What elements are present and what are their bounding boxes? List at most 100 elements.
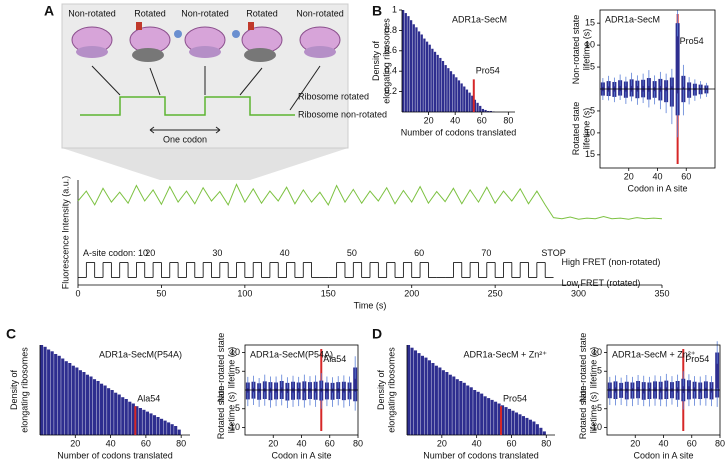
bar xyxy=(425,41,429,113)
y-axis-label: Density ofelongating ribosomes xyxy=(9,347,29,433)
panel-label: D xyxy=(372,326,382,342)
y-tick-label: 5 xyxy=(597,366,602,376)
bar xyxy=(518,414,522,435)
bar xyxy=(460,83,463,112)
bar xyxy=(431,48,434,112)
codon-label: 70 xyxy=(481,248,491,258)
y-axis-label: Rotated statelifetime (s) xyxy=(571,102,591,156)
bar xyxy=(152,415,157,435)
bar xyxy=(452,74,455,112)
bar xyxy=(413,350,418,435)
y-tick-label: 0.6 xyxy=(384,45,397,55)
bar xyxy=(462,382,466,435)
codon-label: A-site codon: 10 xyxy=(83,248,148,258)
highlight-label: Pro54 xyxy=(680,36,704,46)
bar xyxy=(57,355,61,435)
y-axis-label: Non-rotated statelifetime (s) xyxy=(571,15,591,85)
y-tick-label: 10 xyxy=(230,347,240,357)
bar xyxy=(71,365,75,435)
x-tick-label: 20 xyxy=(70,438,80,448)
bar xyxy=(434,365,438,435)
bar xyxy=(100,383,104,435)
bar xyxy=(47,349,51,435)
bar xyxy=(124,399,128,435)
bar xyxy=(473,390,477,435)
bar xyxy=(427,360,431,435)
bar xyxy=(131,403,135,435)
bar xyxy=(89,376,93,435)
bar xyxy=(465,89,469,112)
highlight-label: Pro54 xyxy=(476,66,500,76)
bar xyxy=(532,421,536,435)
bar xyxy=(138,408,142,435)
bar xyxy=(82,372,86,435)
diagram: Non-rotated Rotated Non-rotated Rotated … xyxy=(68,8,387,144)
bar xyxy=(473,99,477,112)
trace xyxy=(77,183,663,220)
bar xyxy=(487,398,491,435)
x-tick-label: 40 xyxy=(450,115,460,125)
bar xyxy=(483,396,487,435)
x-axis-label: Codon in A site xyxy=(627,183,687,193)
codon-label: 30 xyxy=(212,248,222,258)
bar xyxy=(117,394,121,435)
highlight-label: Pro54 xyxy=(503,393,527,403)
x-tick-label: 40 xyxy=(652,171,662,181)
state-label: Rotated xyxy=(134,8,166,18)
bar xyxy=(167,422,171,435)
bar xyxy=(539,427,543,435)
bar xyxy=(436,54,439,112)
bar xyxy=(412,24,415,113)
x-tick-label: 60 xyxy=(681,171,691,181)
bar xyxy=(455,379,459,435)
bar xyxy=(107,388,111,435)
level-label: Ribosome rotated xyxy=(298,91,369,101)
x-tick-label: 60 xyxy=(506,438,516,448)
bar xyxy=(177,429,181,435)
x-tick-label: 60 xyxy=(325,438,335,448)
bar xyxy=(40,345,44,435)
bar xyxy=(542,431,546,435)
bar xyxy=(68,363,72,435)
bar xyxy=(476,102,479,112)
codon-label: One codon xyxy=(163,134,207,144)
bar xyxy=(471,95,474,112)
bar xyxy=(149,413,153,435)
y-tick-label: 15 xyxy=(585,18,595,28)
bar xyxy=(497,403,501,435)
bar xyxy=(96,381,100,435)
highlight-label: Ala54 xyxy=(323,354,346,364)
bar xyxy=(61,358,65,435)
bar xyxy=(163,420,167,435)
x-tick-label: 80 xyxy=(353,438,363,448)
bar xyxy=(479,105,482,112)
y-tick-label: 1 xyxy=(392,4,397,14)
bar xyxy=(415,27,418,113)
bar xyxy=(114,392,118,435)
y-tick-label: 10 xyxy=(585,127,595,137)
bar xyxy=(521,416,525,435)
x-tick-label: 150 xyxy=(321,288,336,298)
x-tick-label: 80 xyxy=(503,115,513,125)
bar xyxy=(420,34,423,113)
x-axis-label: Time (s) xyxy=(354,300,387,310)
chart-title: ADR1a-SecM(P54A) xyxy=(99,349,182,359)
bar xyxy=(43,346,47,435)
state-waveform xyxy=(80,96,295,116)
chart-title: ADR1a-SecM + Zn²⁺ xyxy=(463,349,547,359)
bar xyxy=(490,399,494,435)
x-tick-label: 40 xyxy=(106,438,116,448)
bar xyxy=(439,57,442,112)
bar xyxy=(528,419,532,435)
x-tick-label: 80 xyxy=(541,438,551,448)
y-tick-label: 5 xyxy=(590,105,595,115)
bar xyxy=(170,424,174,435)
bar xyxy=(433,51,437,112)
bar xyxy=(457,80,461,112)
y-axis-label: Density ofelongating ribosomes xyxy=(371,18,391,104)
bar xyxy=(511,410,515,435)
bar xyxy=(447,68,450,112)
x-tick-label: 20 xyxy=(630,438,640,448)
y-tick-label: 5 xyxy=(235,403,240,413)
x-tick-label: 350 xyxy=(654,288,669,298)
